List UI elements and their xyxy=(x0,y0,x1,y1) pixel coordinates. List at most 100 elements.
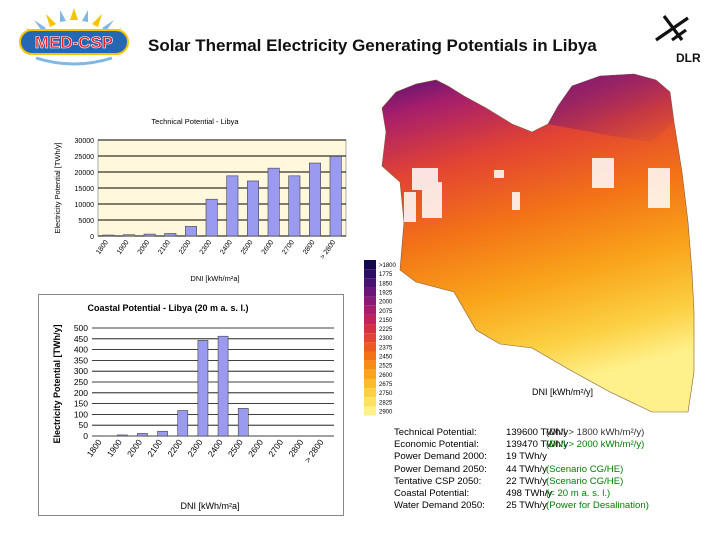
dlr-logo-text: DLR xyxy=(676,51,701,65)
y-tick-label: 450 xyxy=(74,334,88,344)
stat-label: Power Demand 2050: xyxy=(394,463,487,475)
stat-value: 139470 TWh/y xyxy=(506,439,569,451)
legend-swatch xyxy=(364,305,376,315)
legend-label: 1850 xyxy=(379,281,393,287)
legend-swatch xyxy=(364,278,376,288)
y-tick-label: 100 xyxy=(74,409,88,419)
legend-swatch xyxy=(364,388,376,398)
sun-rays-icon xyxy=(18,8,130,50)
legend-label: >1800 xyxy=(379,263,397,269)
y-axis-label: Electricity Potential [TWh/y] xyxy=(53,142,62,233)
x-tick-label: 2600 xyxy=(261,239,276,256)
stat-note: (Scenario CG/HE) xyxy=(546,463,624,475)
stat-note: (DNI > 2000 kWh/m²/y) xyxy=(546,439,645,451)
technical-potential-chart: 0 5000 10000 15000 20000 25000 30000 1800 1900 20… xyxy=(53,117,347,283)
stat-label: Water Demand 2050: xyxy=(394,500,485,512)
legend-label: 2075 xyxy=(379,309,393,315)
bar xyxy=(217,335,229,437)
chart-title: Coastal Potential - Libya (20 m a. s. l.… xyxy=(87,303,248,313)
x-tick-label: 2300 xyxy=(199,239,214,256)
bar xyxy=(185,226,197,237)
x-tick-label: 2700 xyxy=(281,239,296,256)
legend-swatch xyxy=(364,378,376,389)
legend-label: 2750 xyxy=(379,391,393,397)
libya-country-shape xyxy=(381,73,695,413)
bar xyxy=(123,234,135,237)
y-tick-label: 350 xyxy=(74,355,88,365)
legend-label: 2900 xyxy=(379,409,393,415)
stat-label: Tentative CSP 2050: xyxy=(394,475,482,487)
x-tick-label: 2500 xyxy=(240,239,255,256)
legend-swatch xyxy=(364,360,376,370)
y-tick-label: 400 xyxy=(74,345,88,355)
bar xyxy=(226,175,239,237)
x-axis-label: DNI [kWh/m²a] xyxy=(190,274,239,283)
y-tick-label: 15000 xyxy=(75,186,95,193)
bar xyxy=(116,434,128,437)
stat-note: (< 20 m a. s. l.) xyxy=(546,487,611,499)
dlr-logo: DLR xyxy=(655,15,701,65)
x-tick-label: 2800 xyxy=(302,239,317,256)
legend-swatch xyxy=(364,324,376,334)
legend-swatch xyxy=(364,314,376,325)
x-tick-label: 1900 xyxy=(116,239,131,256)
y-tick-label: 0 xyxy=(83,431,88,441)
stat-label: Coastal Potential: xyxy=(394,487,470,499)
bar xyxy=(102,234,115,237)
y-tick-label: 200 xyxy=(74,388,88,398)
stat-label: Power Demand 2000: xyxy=(394,451,487,463)
stat-note: (DNI > 1800 kWh/m²/y) xyxy=(546,427,645,438)
bar xyxy=(205,198,218,237)
legend-swatch xyxy=(364,397,376,407)
y-tick-label: 5000 xyxy=(78,218,94,225)
legend-label: 1925 xyxy=(379,290,393,296)
stat-value: 44 TWh/y xyxy=(506,463,547,475)
legend-swatch xyxy=(364,369,376,379)
legend-swatch xyxy=(364,342,376,352)
bar xyxy=(137,433,148,437)
x-tick-label: > 2800 xyxy=(319,239,337,261)
chart-title: Technical Potential - Libya xyxy=(151,117,239,126)
legend-swatch xyxy=(364,296,376,306)
bar xyxy=(143,233,156,237)
y-tick-label: 250 xyxy=(74,377,88,387)
y-tick-label: 20000 xyxy=(75,170,95,177)
legend-swatch xyxy=(364,260,376,270)
dni-legend: >1800 1775 1850 1925 2000 2075 2150 2225 2300 237… xyxy=(364,260,397,416)
legend-label: 2375 xyxy=(379,345,393,351)
stat-value: 498 TWh/y xyxy=(506,487,553,499)
legend-swatch xyxy=(364,351,376,361)
med-csp-logo: MED-CSP xyxy=(18,8,130,66)
med-csp-logo-text: MED-CSP xyxy=(35,33,113,52)
libya-dni-map: >1800 1775 1850 1925 2000 2075 2150 2225 2300 237… xyxy=(364,73,695,416)
legend-label: 2675 xyxy=(379,382,393,388)
x-axis-label: DNI [kWh/m²a] xyxy=(180,501,239,511)
stat-note: (Scenario CG/HE) xyxy=(546,475,624,487)
bar xyxy=(309,162,321,237)
dni-legend-title: DNI [kWh/m²/y] xyxy=(532,387,593,397)
stat-value: 25 TWh/y xyxy=(506,500,547,512)
legend-label: 2150 xyxy=(379,318,393,324)
legend-swatch xyxy=(364,406,376,416)
y-tick-label: 500 xyxy=(74,323,88,333)
y-tick-label: 300 xyxy=(74,366,88,376)
legend-label: 2450 xyxy=(379,355,393,361)
y-tick-label: 25000 xyxy=(75,154,95,161)
x-tick-label: 2000 xyxy=(137,239,152,256)
x-tick-label: 1800 xyxy=(95,239,110,256)
legend-swatch xyxy=(364,287,376,297)
stat-label: Technical Potential: xyxy=(394,427,477,438)
stat-label: Economic Potential: xyxy=(394,439,479,451)
page-title: Solar Thermal Electricity Generating Pot… xyxy=(148,36,597,55)
bar xyxy=(177,410,189,437)
bar xyxy=(267,167,280,237)
bar xyxy=(288,175,301,237)
legend-label: 1775 xyxy=(379,272,393,278)
legend-label: 2525 xyxy=(379,364,393,370)
legend-swatch xyxy=(364,269,376,279)
bar xyxy=(329,156,342,237)
stat-note: (Power for Desalination) xyxy=(546,500,649,512)
bar xyxy=(197,340,209,437)
y-tick-label: 30000 xyxy=(75,138,95,145)
